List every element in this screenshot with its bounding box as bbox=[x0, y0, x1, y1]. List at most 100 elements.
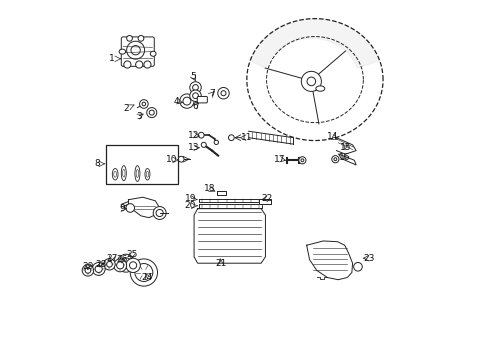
Polygon shape bbox=[250, 19, 380, 68]
Circle shape bbox=[193, 93, 198, 99]
Ellipse shape bbox=[146, 171, 148, 177]
Text: 2: 2 bbox=[124, 104, 129, 113]
Circle shape bbox=[332, 156, 339, 163]
Text: 16: 16 bbox=[339, 153, 350, 162]
Ellipse shape bbox=[122, 166, 126, 181]
Circle shape bbox=[138, 36, 144, 41]
Ellipse shape bbox=[136, 170, 139, 177]
Circle shape bbox=[126, 258, 140, 273]
Polygon shape bbox=[339, 154, 356, 165]
Circle shape bbox=[82, 265, 94, 276]
Circle shape bbox=[130, 259, 157, 286]
Polygon shape bbox=[217, 192, 226, 195]
Polygon shape bbox=[259, 199, 271, 204]
Circle shape bbox=[135, 264, 153, 282]
Polygon shape bbox=[194, 209, 266, 263]
Text: 10: 10 bbox=[166, 156, 177, 165]
Circle shape bbox=[117, 262, 124, 269]
Text: 18: 18 bbox=[204, 184, 216, 193]
Circle shape bbox=[301, 159, 304, 162]
Ellipse shape bbox=[145, 168, 150, 180]
Circle shape bbox=[136, 61, 143, 68]
Ellipse shape bbox=[135, 166, 140, 181]
Circle shape bbox=[307, 77, 316, 86]
Text: 21: 21 bbox=[215, 259, 226, 268]
Circle shape bbox=[144, 61, 151, 68]
Circle shape bbox=[107, 261, 112, 267]
Ellipse shape bbox=[316, 86, 325, 91]
Circle shape bbox=[126, 41, 145, 59]
Text: 12: 12 bbox=[188, 131, 200, 140]
Ellipse shape bbox=[119, 49, 125, 54]
Circle shape bbox=[131, 45, 140, 55]
Circle shape bbox=[147, 108, 157, 118]
Circle shape bbox=[183, 97, 191, 105]
Circle shape bbox=[214, 140, 219, 144]
Text: 9: 9 bbox=[120, 204, 125, 213]
Circle shape bbox=[354, 262, 362, 271]
Text: 29: 29 bbox=[82, 262, 94, 271]
Polygon shape bbox=[199, 204, 262, 208]
Text: 22: 22 bbox=[262, 194, 273, 203]
Circle shape bbox=[190, 82, 201, 93]
Polygon shape bbox=[199, 199, 262, 202]
Text: 7: 7 bbox=[209, 89, 215, 98]
Polygon shape bbox=[128, 197, 160, 218]
Circle shape bbox=[126, 204, 135, 212]
Circle shape bbox=[221, 91, 226, 96]
Circle shape bbox=[126, 36, 132, 41]
Circle shape bbox=[95, 265, 102, 273]
Circle shape bbox=[121, 258, 131, 269]
Circle shape bbox=[117, 254, 135, 272]
Circle shape bbox=[228, 135, 234, 140]
Circle shape bbox=[178, 156, 184, 162]
Circle shape bbox=[180, 94, 194, 108]
Circle shape bbox=[114, 259, 126, 272]
Bar bbox=[106, 145, 177, 184]
Circle shape bbox=[301, 71, 321, 91]
Circle shape bbox=[153, 207, 166, 220]
Circle shape bbox=[149, 110, 154, 115]
Polygon shape bbox=[248, 131, 294, 144]
Text: 19: 19 bbox=[185, 194, 196, 203]
Circle shape bbox=[140, 100, 148, 108]
FancyBboxPatch shape bbox=[197, 96, 207, 103]
Circle shape bbox=[193, 85, 198, 90]
Circle shape bbox=[198, 132, 204, 138]
Text: 3: 3 bbox=[136, 112, 142, 121]
Ellipse shape bbox=[114, 171, 117, 177]
Text: 4: 4 bbox=[174, 96, 180, 105]
Text: 13: 13 bbox=[188, 143, 200, 152]
Circle shape bbox=[201, 142, 206, 147]
Text: 15: 15 bbox=[340, 143, 351, 152]
Text: 11: 11 bbox=[241, 133, 252, 142]
Text: 25: 25 bbox=[126, 250, 138, 259]
Polygon shape bbox=[337, 138, 356, 154]
Circle shape bbox=[142, 102, 146, 106]
Ellipse shape bbox=[150, 51, 156, 56]
Text: 17: 17 bbox=[274, 155, 286, 164]
Text: 27: 27 bbox=[106, 254, 117, 263]
Circle shape bbox=[218, 87, 229, 99]
Circle shape bbox=[129, 262, 137, 269]
Text: 14: 14 bbox=[327, 132, 339, 141]
Text: 28: 28 bbox=[95, 260, 106, 269]
Text: 26: 26 bbox=[117, 255, 128, 264]
Text: 24: 24 bbox=[142, 273, 153, 282]
Ellipse shape bbox=[122, 170, 125, 177]
Text: 1: 1 bbox=[109, 54, 115, 63]
Text: 20: 20 bbox=[185, 201, 196, 210]
Circle shape bbox=[92, 262, 105, 275]
Circle shape bbox=[124, 61, 131, 68]
Circle shape bbox=[190, 90, 201, 102]
Text: 6: 6 bbox=[193, 102, 198, 111]
Circle shape bbox=[85, 267, 91, 273]
FancyBboxPatch shape bbox=[122, 37, 154, 66]
Circle shape bbox=[334, 158, 337, 161]
Text: 8: 8 bbox=[95, 159, 100, 168]
Text: 5: 5 bbox=[190, 72, 196, 81]
Ellipse shape bbox=[112, 168, 118, 180]
Circle shape bbox=[104, 258, 115, 270]
Text: 23: 23 bbox=[363, 254, 374, 263]
Polygon shape bbox=[307, 241, 353, 280]
